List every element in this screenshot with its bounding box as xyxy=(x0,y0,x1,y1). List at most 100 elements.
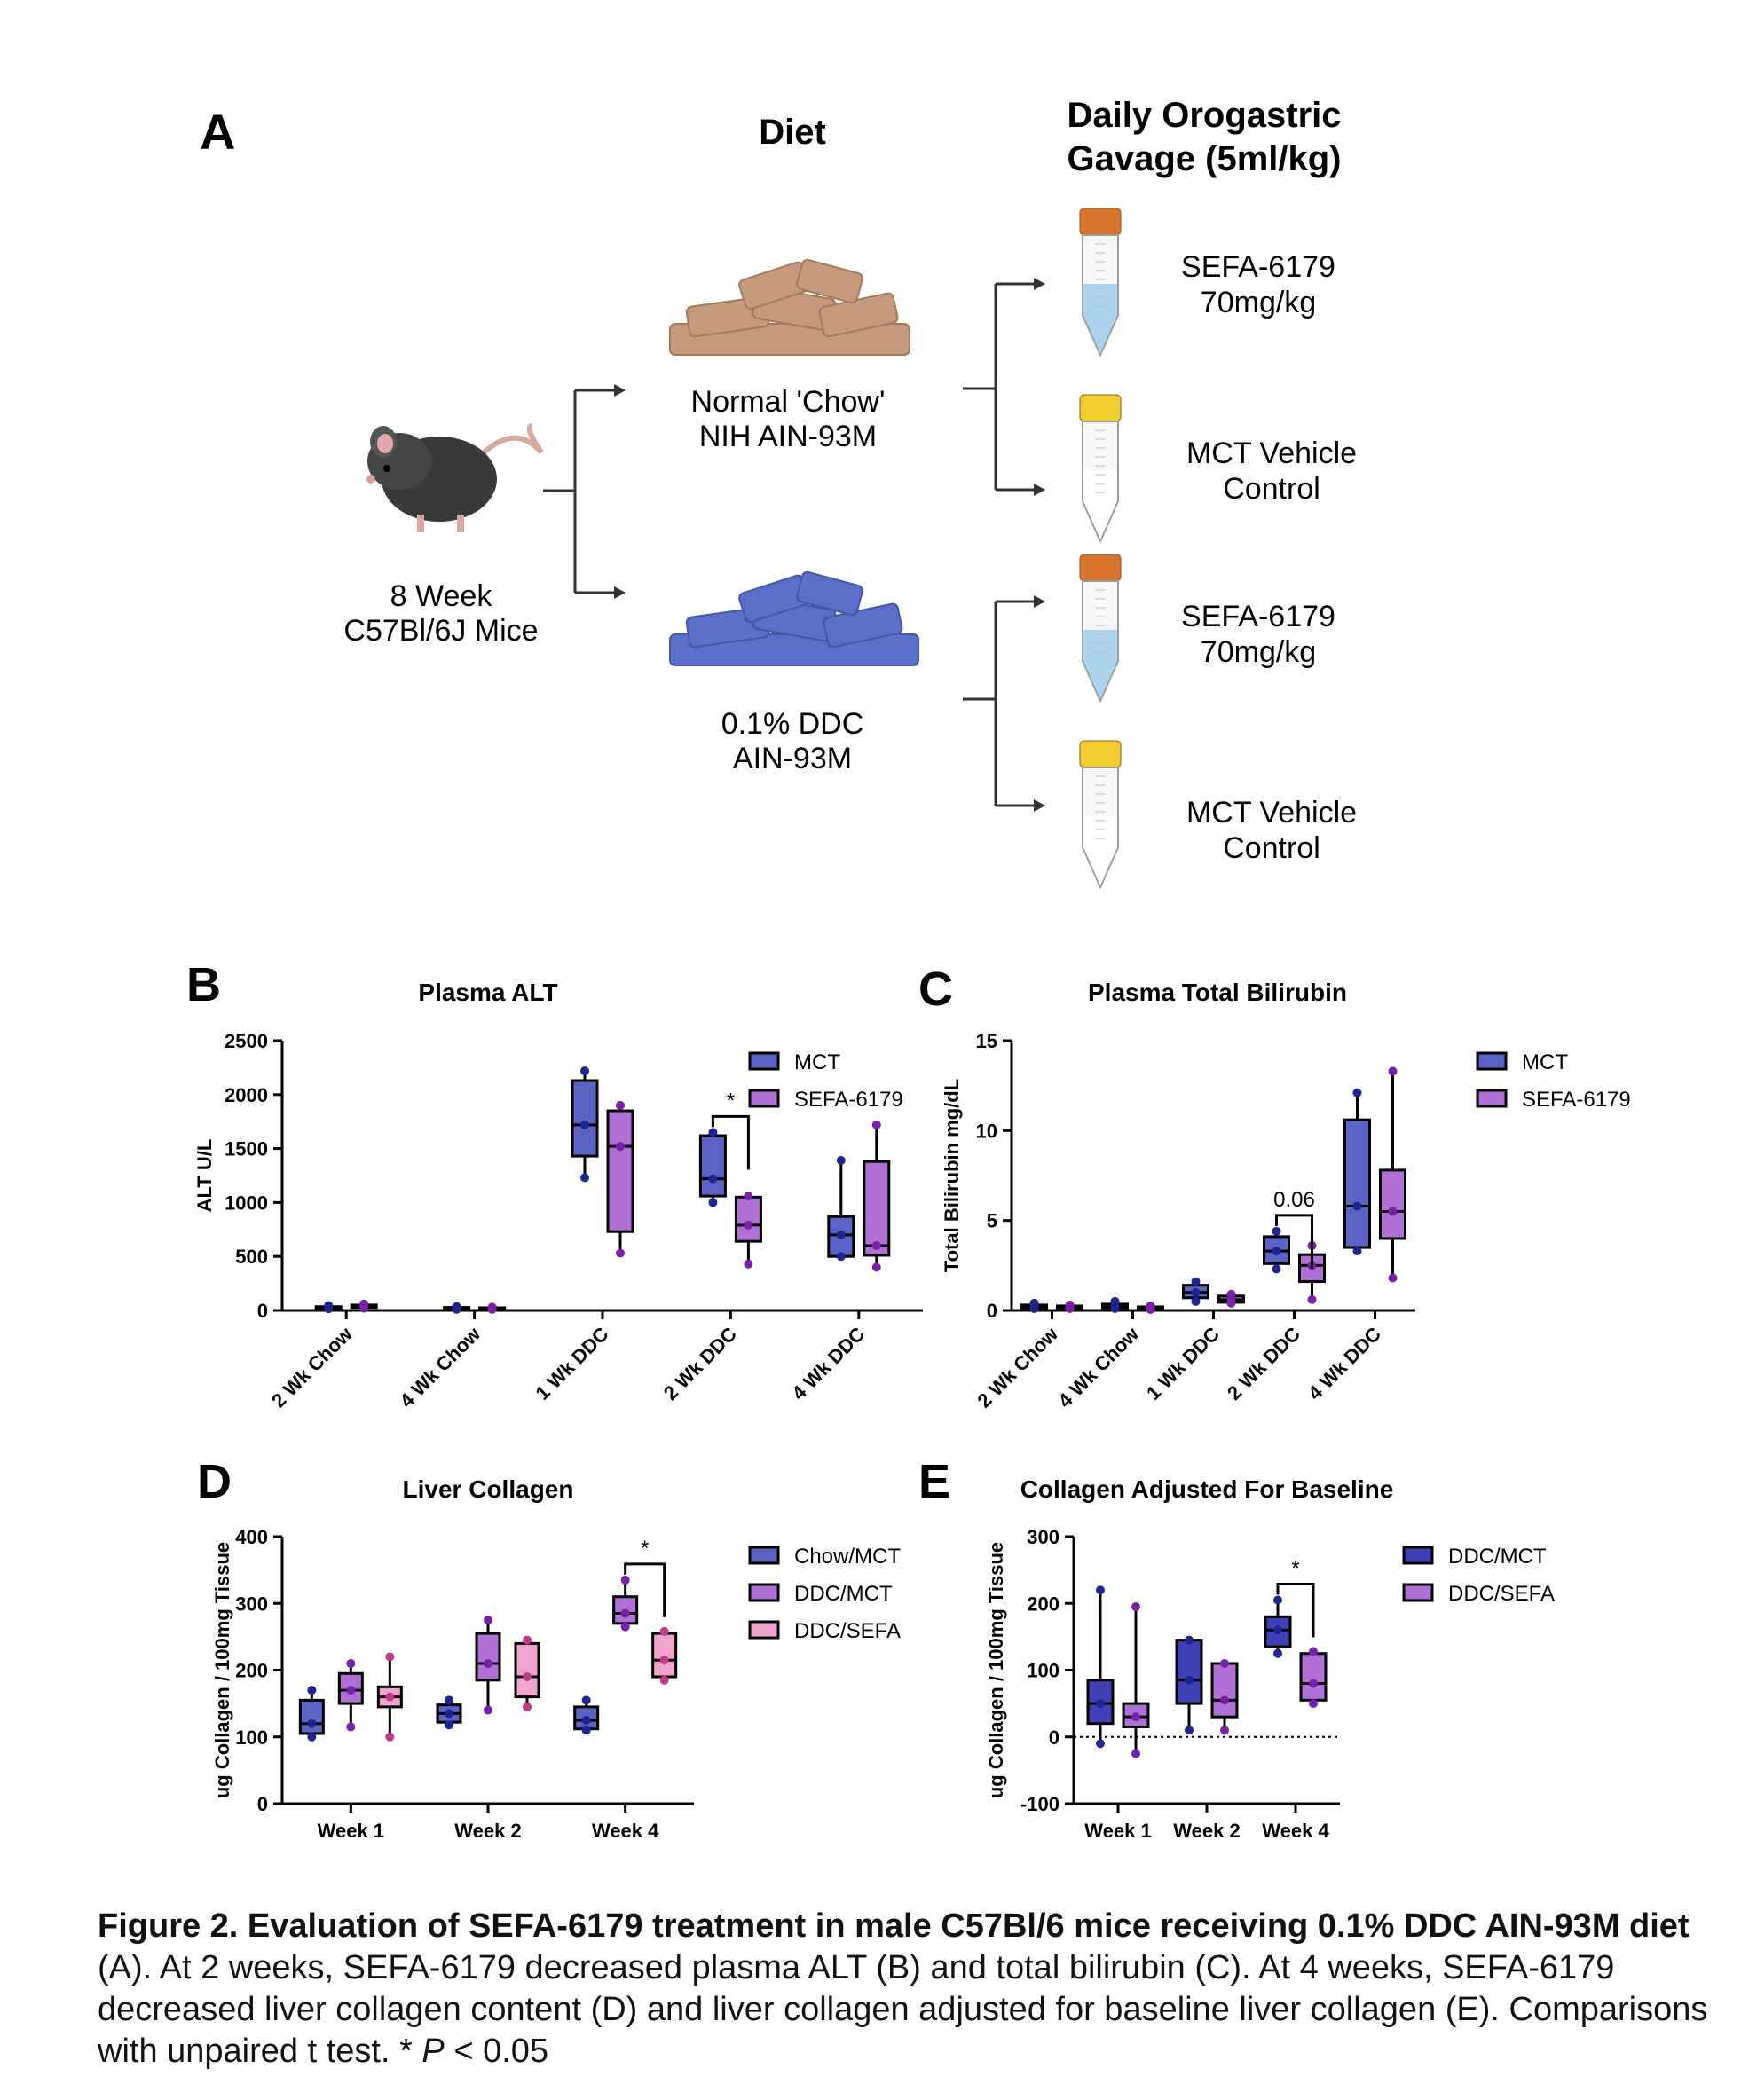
legend-swatch xyxy=(748,1051,780,1071)
box-mct xyxy=(827,1155,855,1262)
box-ddc-mct xyxy=(612,1575,639,1632)
legend-swatch xyxy=(1476,1051,1508,1071)
data-point xyxy=(385,1692,395,1702)
data-point xyxy=(1185,1726,1194,1735)
legend-item: DDC/SEFA xyxy=(1402,1582,1555,1606)
panel-label-a: A xyxy=(200,104,235,160)
box xyxy=(1379,1168,1406,1240)
treatment-3-line2: 70mg/kg xyxy=(1201,635,1316,669)
x-tick-label: 4 Wk Chow xyxy=(395,1322,485,1412)
chart-title: Plasma Total Bilirubin xyxy=(1088,979,1347,1006)
legend-label: DDC/SEFA xyxy=(1448,1582,1555,1606)
data-point xyxy=(744,1259,753,1269)
legend-label: DDC/SEFA xyxy=(794,1619,901,1643)
box-mct xyxy=(698,1128,727,1207)
significance-bracket: * xyxy=(624,1537,666,1617)
box-ddc-sefa xyxy=(514,1635,540,1711)
data-point xyxy=(1185,1635,1194,1645)
data-point xyxy=(580,1066,589,1076)
data-point xyxy=(871,1241,881,1251)
data-point xyxy=(708,1128,718,1137)
data-point xyxy=(385,1732,395,1742)
legend-swatch xyxy=(748,1546,780,1565)
box xyxy=(1210,1662,1239,1719)
box xyxy=(606,1109,634,1233)
box xyxy=(698,1134,727,1198)
gavage-tubes xyxy=(1079,208,1122,890)
data-point xyxy=(580,1173,589,1183)
data-point xyxy=(1352,1247,1362,1256)
significance-label: * xyxy=(641,1537,649,1561)
x-tick-label: 1 Wk DDC xyxy=(1142,1323,1224,1404)
data-point xyxy=(1185,1675,1194,1685)
data-point xyxy=(1191,1287,1201,1297)
data-point xyxy=(581,1695,591,1705)
x-tick-label: 2 Wk DDC xyxy=(659,1323,741,1404)
significance-bracket: * xyxy=(1276,1556,1315,1638)
box-ddc-sefa xyxy=(376,1652,403,1742)
x-tick-label: 2 Wk DDC xyxy=(1223,1323,1304,1404)
legend-swatch xyxy=(748,1583,780,1602)
y-tick-label: 200 xyxy=(235,1660,268,1682)
data-point xyxy=(1388,1207,1398,1216)
y-tick-label: 100 xyxy=(235,1726,268,1749)
diet-chow-line2: NIH AIN-93M xyxy=(699,420,877,453)
x-tick-label: 2 Wk Chow xyxy=(973,1322,1062,1412)
data-point xyxy=(484,1658,492,1668)
box-mct xyxy=(1020,1298,1048,1313)
data-point xyxy=(1096,1699,1105,1709)
diet-chow-line1: Normal 'Chow' xyxy=(691,385,886,419)
treatment-3-line1: SEFA-6179 xyxy=(1181,600,1335,633)
x-tick-label: Week 1 xyxy=(318,1820,384,1842)
data-point xyxy=(484,1705,492,1715)
box-ddc-mct xyxy=(337,1658,364,1732)
box-mct xyxy=(1263,1226,1290,1274)
legend-swatch xyxy=(1402,1583,1434,1602)
box-sefa-6179 xyxy=(1379,1066,1406,1283)
gavage-heading-line2: Gavage (5ml/kg) xyxy=(1067,139,1341,178)
y-tick-label: 2500 xyxy=(225,1030,268,1052)
box xyxy=(1175,1639,1203,1705)
box-chow-mct xyxy=(573,1695,600,1735)
data-point xyxy=(1131,1749,1140,1758)
x-tick-label: 4 Wk DDC xyxy=(1304,1323,1385,1404)
data-point xyxy=(620,1608,630,1618)
tube-icon xyxy=(1079,554,1122,704)
legend-label: DDC/MCT xyxy=(794,1582,893,1606)
legend-item: Chow/MCT xyxy=(748,1545,901,1569)
data-point xyxy=(1309,1647,1318,1656)
data-point xyxy=(1096,1585,1105,1595)
data-point xyxy=(1388,1066,1398,1076)
legend-item: MCT xyxy=(748,1050,840,1074)
data-point xyxy=(871,1120,881,1129)
y-tick-label: 300 xyxy=(235,1593,268,1615)
x-tick-label: Week 2 xyxy=(454,1820,521,1842)
treatment-2-line2: Control xyxy=(1223,472,1320,506)
tube-icon xyxy=(1079,394,1122,544)
y-tick-label: 400 xyxy=(235,1526,268,1548)
data-point xyxy=(581,1715,591,1725)
data-point xyxy=(1273,1625,1282,1635)
data-point xyxy=(616,1100,625,1110)
box xyxy=(475,1632,501,1682)
legend-label: Chow/MCT xyxy=(794,1545,901,1569)
box-ddc-sefa xyxy=(1210,1658,1239,1735)
data-point xyxy=(836,1230,846,1239)
y-axis-label: ALT U/L xyxy=(193,1139,216,1213)
chart-title: Liver Collagen xyxy=(403,1475,574,1503)
mouse-branch-arrows xyxy=(543,384,626,599)
treatment-4-line2: Control xyxy=(1223,831,1320,865)
y-tick-label: 0 xyxy=(987,1300,997,1322)
data-point xyxy=(581,1726,591,1735)
data-point xyxy=(307,1732,317,1742)
chow-pellets-icon xyxy=(669,258,910,356)
data-point xyxy=(744,1220,753,1230)
y-tick-label: 0 xyxy=(1049,1726,1060,1749)
box-sefa-6179 xyxy=(606,1100,634,1258)
data-point xyxy=(1272,1226,1281,1236)
data-point xyxy=(836,1252,846,1262)
treatment-2-line1: MCT Vehicle xyxy=(1186,437,1357,470)
y-axis-label: ug Collagen / 100mg Tissue xyxy=(985,1542,1007,1798)
box-sefa-6179 xyxy=(350,1299,378,1313)
